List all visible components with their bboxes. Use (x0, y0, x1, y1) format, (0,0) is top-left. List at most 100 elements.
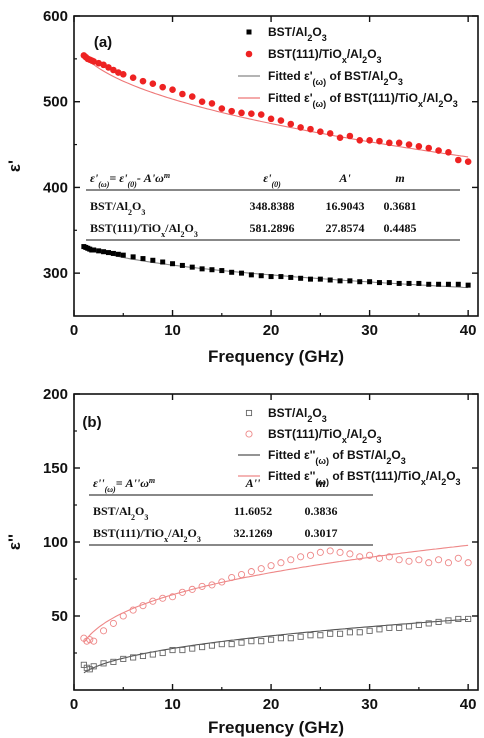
data-point (454, 156, 462, 164)
data-point (168, 593, 177, 601)
data-point (268, 636, 275, 643)
y-tick-label: 150 (43, 460, 68, 477)
legend-entry: BST/Al2O3 (268, 25, 327, 43)
fit-curve-2 (83, 245, 469, 289)
table-cell: 0.3017 (305, 526, 338, 540)
data-point (317, 632, 324, 639)
data-point (257, 565, 265, 573)
data-point (228, 573, 236, 582)
data-point (386, 280, 392, 286)
table-cell: 0.3836 (305, 504, 338, 518)
data-point (149, 597, 157, 605)
data-point (90, 663, 97, 670)
data-point (278, 274, 284, 280)
data-point (327, 630, 334, 637)
data-point (376, 137, 383, 145)
y-tick-label: 100 (43, 534, 68, 551)
data-point (219, 268, 225, 274)
data-point (307, 125, 314, 133)
data-point (129, 74, 137, 82)
data-point (105, 250, 111, 256)
data-point (86, 636, 94, 644)
data-point (357, 279, 363, 285)
data-point (406, 280, 412, 286)
data-point (110, 66, 117, 74)
data-point (129, 606, 137, 614)
table-header-cell: m (316, 476, 325, 490)
table-cell: BST/Al2O3 (90, 199, 145, 217)
data-point (455, 615, 462, 623)
data-point (90, 637, 98, 645)
legend-entry: Fitted ε'(ω) of BST(111)/TiOx/Al2O3 (268, 91, 458, 109)
data-point (110, 250, 116, 256)
data-point (445, 148, 452, 156)
table-cell: 11.6052 (234, 504, 272, 518)
data-point (208, 642, 216, 649)
data-point (277, 635, 284, 642)
data-point (327, 277, 333, 283)
table-header-cell: m (395, 171, 404, 185)
x-tick-label: 0 (70, 322, 78, 339)
y-tick-label: 300 (43, 265, 68, 282)
legend-marker (245, 430, 253, 438)
data-point (139, 652, 147, 660)
data-point (385, 553, 393, 561)
data-point (416, 280, 422, 286)
data-point (336, 134, 344, 142)
data-point (228, 107, 235, 115)
y-tick-label: 200 (43, 386, 68, 403)
data-point (248, 272, 254, 278)
data-point (464, 158, 472, 166)
data-point (425, 620, 432, 627)
data-point (199, 266, 205, 272)
data-point (130, 254, 136, 260)
y-tick-label: 600 (43, 8, 68, 25)
data-point (415, 621, 422, 628)
data-point (115, 251, 121, 257)
x-tick-label: 30 (361, 696, 378, 713)
data-point (455, 281, 461, 287)
x-tick-label: 20 (263, 696, 280, 713)
legend-entry: Fitted ε''(ω) of BST(111)/TiOx/Al2O3 (268, 469, 461, 487)
data-point (119, 612, 127, 620)
data-point (435, 618, 442, 625)
data-point (336, 630, 344, 637)
plot-frame (73, 15, 479, 317)
data-point (228, 641, 235, 648)
legend-marker (245, 409, 253, 417)
data-point (178, 588, 186, 596)
data-point (170, 261, 176, 267)
data-point (298, 275, 304, 281)
table-cell: 32.1269 (234, 526, 273, 540)
table-cell: 16.9043 (326, 199, 365, 213)
data-point (386, 624, 393, 631)
data-point (189, 264, 195, 270)
x-tick-label: 30 (361, 322, 378, 339)
data-point (258, 638, 265, 645)
data-point (91, 247, 97, 253)
chart-panel-a: 0 10 20 30 40 300 400 500 600 Frequency (GHz) ε' (a… (5, 8, 479, 366)
legend-entry: Fitted ε'(ω) of BST/Al2O3 (268, 69, 403, 87)
data-point (356, 553, 364, 561)
data-point (435, 556, 443, 564)
data-point (306, 551, 315, 559)
data-point (169, 86, 176, 94)
data-point (288, 274, 294, 280)
data-point (436, 281, 442, 287)
data-point (297, 124, 304, 131)
panel-label: (b) (82, 414, 101, 431)
data-point (444, 559, 452, 567)
x-axis-label: Frequency (GHz) (208, 347, 344, 366)
table-cell: BST/Al2O3 (93, 504, 148, 522)
data-point (139, 602, 147, 610)
table-header-cell: A' (338, 171, 351, 185)
data-point (317, 276, 323, 282)
x-tick-label: 40 (460, 696, 477, 713)
data-point (101, 249, 107, 255)
data-point (376, 626, 383, 633)
data-point (139, 77, 147, 85)
data-point (415, 556, 423, 564)
data-point (188, 93, 196, 100)
data-point (100, 61, 107, 69)
data-point (120, 252, 126, 258)
